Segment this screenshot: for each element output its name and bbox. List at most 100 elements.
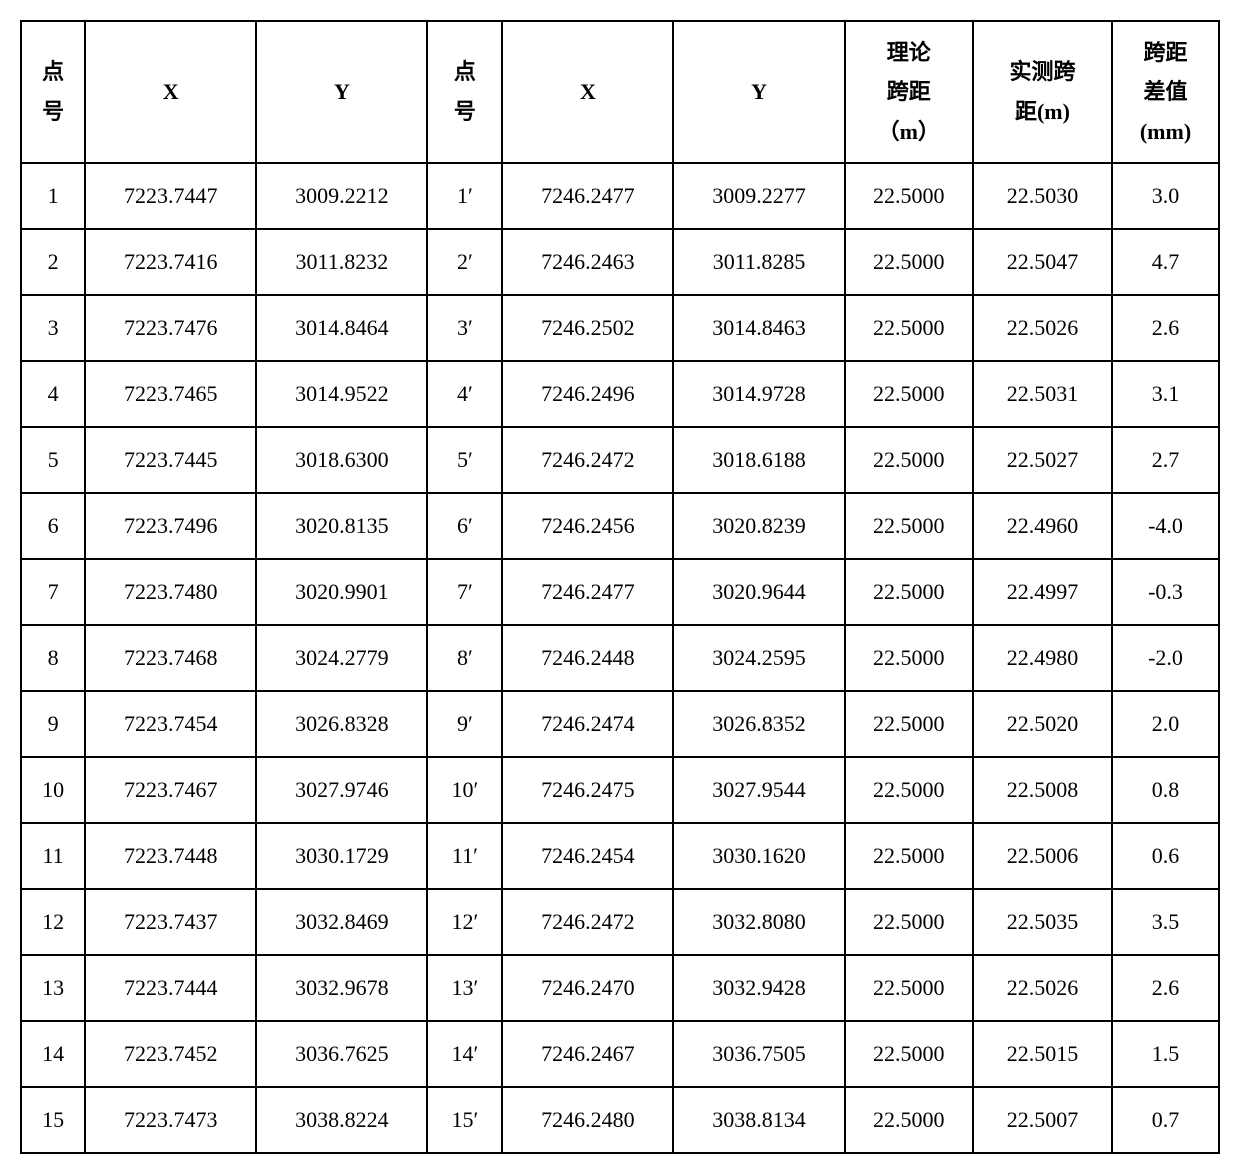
cell-x2: 7246.2472 (502, 889, 673, 955)
cell-pt2: 14′ (427, 1021, 502, 1087)
cell-x2: 7246.2474 (502, 691, 673, 757)
cell-theo: 22.5000 (845, 757, 973, 823)
table-body: 17223.74473009.22121′7246.24773009.22772… (21, 163, 1219, 1153)
cell-pt1: 7 (21, 559, 85, 625)
column-header-x2: X (502, 21, 673, 163)
header-label: 跨距差值(mm) (1113, 33, 1218, 152)
header-label-line: 跨距 (1113, 33, 1218, 73)
cell-y2: 3020.9644 (673, 559, 844, 625)
cell-y1: 3026.8328 (256, 691, 427, 757)
cell-pt1: 15 (21, 1087, 85, 1153)
cell-y1: 3014.8464 (256, 295, 427, 361)
cell-meas: 22.4997 (973, 559, 1112, 625)
table-row: 87223.74683024.27798′7246.24483024.25952… (21, 625, 1219, 691)
cell-theo: 22.5000 (845, 163, 973, 229)
column-header-pt1: 点号 (21, 21, 85, 163)
column-header-pt2: 点号 (427, 21, 502, 163)
cell-pt2: 15′ (427, 1087, 502, 1153)
cell-diff: 2.6 (1112, 295, 1219, 361)
cell-pt1: 5 (21, 427, 85, 493)
cell-y2: 3032.8080 (673, 889, 844, 955)
cell-x1: 7223.7468 (85, 625, 256, 691)
table-row: 37223.74763014.84643′7246.25023014.84632… (21, 295, 1219, 361)
cell-meas: 22.5031 (973, 361, 1112, 427)
cell-y1: 3020.9901 (256, 559, 427, 625)
cell-diff: 0.6 (1112, 823, 1219, 889)
header-label-line: 理论 (846, 33, 972, 73)
cell-x1: 7223.7454 (85, 691, 256, 757)
cell-theo: 22.5000 (845, 691, 973, 757)
table-row: 107223.74673027.974610′7246.24753027.954… (21, 757, 1219, 823)
table-row: 67223.74963020.81356′7246.24563020.82392… (21, 493, 1219, 559)
cell-x2: 7246.2472 (502, 427, 673, 493)
cell-x2: 7246.2467 (502, 1021, 673, 1087)
cell-pt2: 6′ (427, 493, 502, 559)
cell-theo: 22.5000 (845, 361, 973, 427)
cell-y1: 3024.2779 (256, 625, 427, 691)
cell-pt1: 6 (21, 493, 85, 559)
cell-pt2: 8′ (427, 625, 502, 691)
cell-y2: 3038.8134 (673, 1087, 844, 1153)
cell-meas: 22.4960 (973, 493, 1112, 559)
cell-pt2: 11′ (427, 823, 502, 889)
cell-meas: 22.5015 (973, 1021, 1112, 1087)
cell-x1: 7223.7447 (85, 163, 256, 229)
cell-pt2: 2′ (427, 229, 502, 295)
cell-meas: 22.5020 (973, 691, 1112, 757)
cell-x1: 7223.7476 (85, 295, 256, 361)
cell-pt2: 7′ (427, 559, 502, 625)
cell-x2: 7246.2475 (502, 757, 673, 823)
cell-pt2: 13′ (427, 955, 502, 1021)
cell-x1: 7223.7452 (85, 1021, 256, 1087)
cell-pt1: 2 (21, 229, 85, 295)
cell-x2: 7246.2463 (502, 229, 673, 295)
cell-pt2: 9′ (427, 691, 502, 757)
header-label-line: (mm) (1113, 112, 1218, 152)
cell-pt1: 10 (21, 757, 85, 823)
cell-y1: 3018.6300 (256, 427, 427, 493)
cell-y2: 3024.2595 (673, 625, 844, 691)
cell-diff: -2.0 (1112, 625, 1219, 691)
cell-pt1: 8 (21, 625, 85, 691)
cell-x1: 7223.7445 (85, 427, 256, 493)
cell-meas: 22.5006 (973, 823, 1112, 889)
cell-theo: 22.5000 (845, 427, 973, 493)
header-label-line: 实测跨 (974, 52, 1111, 92)
cell-diff: 0.8 (1112, 757, 1219, 823)
cell-y1: 3038.8224 (256, 1087, 427, 1153)
cell-meas: 22.5047 (973, 229, 1112, 295)
cell-diff: -4.0 (1112, 493, 1219, 559)
header-label-line: （m） (846, 112, 972, 152)
cell-pt2: 10′ (427, 757, 502, 823)
cell-x2: 7246.2454 (502, 823, 673, 889)
header-label-line: 跨距 (846, 72, 972, 112)
column-header-theo: 理论跨距（m） (845, 21, 973, 163)
cell-x1: 7223.7480 (85, 559, 256, 625)
column-header-y2: Y (673, 21, 844, 163)
cell-y2: 3030.1620 (673, 823, 844, 889)
cell-pt2: 5′ (427, 427, 502, 493)
header-label: 实测跨距(m) (974, 52, 1111, 131)
cell-theo: 22.5000 (845, 625, 973, 691)
header-label: 点号 (22, 52, 84, 131)
cell-y2: 3018.6188 (673, 427, 844, 493)
cell-x2: 7246.2448 (502, 625, 673, 691)
cell-pt2: 12′ (427, 889, 502, 955)
table-row: 27223.74163011.82322′7246.24633011.82852… (21, 229, 1219, 295)
cell-x2: 7246.2470 (502, 955, 673, 1021)
cell-meas: 22.4980 (973, 625, 1112, 691)
cell-y1: 3020.8135 (256, 493, 427, 559)
cell-diff: 1.5 (1112, 1021, 1219, 1087)
cell-meas: 22.5030 (973, 163, 1112, 229)
span-measurement-table: 点号XY点号XY理论跨距（m）实测跨距(m)跨距差值(mm) 17223.744… (20, 20, 1220, 1154)
cell-pt1: 9 (21, 691, 85, 757)
cell-y1: 3014.9522 (256, 361, 427, 427)
cell-theo: 22.5000 (845, 955, 973, 1021)
header-label: 理论跨距（m） (846, 33, 972, 152)
table-row: 47223.74653014.95224′7246.24963014.97282… (21, 361, 1219, 427)
cell-x1: 7223.7467 (85, 757, 256, 823)
cell-diff: 4.7 (1112, 229, 1219, 295)
cell-x2: 7246.2480 (502, 1087, 673, 1153)
cell-pt1: 12 (21, 889, 85, 955)
cell-theo: 22.5000 (845, 229, 973, 295)
